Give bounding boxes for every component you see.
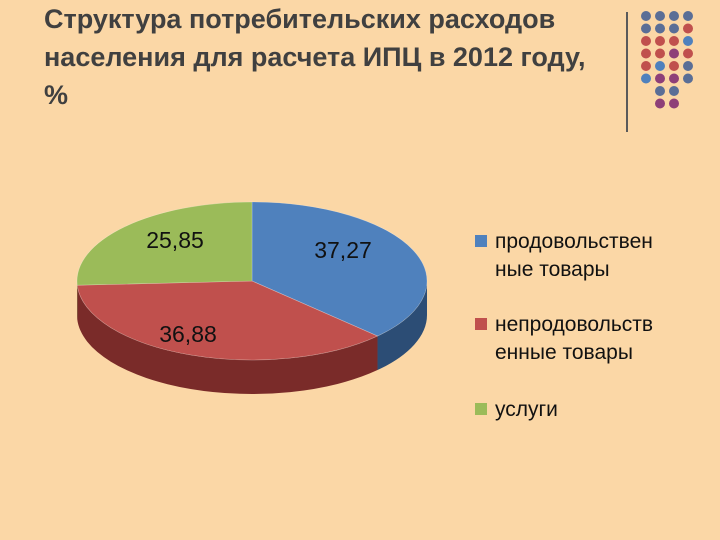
decor-dot-19 — [683, 61, 693, 71]
pie-sides — [77, 281, 427, 394]
dot-grid-decoration — [641, 11, 693, 109]
decor-dot-17 — [655, 61, 665, 71]
decor-dot-11 — [683, 36, 693, 46]
decor-dot-24 — [655, 86, 665, 96]
pie-slice-services — [76, 201, 253, 286]
legend-label-nonfood-line2: енные товары — [495, 341, 633, 364]
pie-tops — [76, 201, 428, 361]
pie-slice-food — [251, 201, 428, 337]
decor-dot-9 — [655, 36, 665, 46]
legend-swatch-food — [475, 235, 487, 247]
data-label-food: 37,27 — [314, 237, 372, 263]
pie-slice-nonfood — [76, 280, 379, 361]
decor-dot-0 — [641, 11, 651, 21]
pie-side-nonfood — [77, 285, 378, 394]
slide-title: Структура потребительских расходов насел… — [44, 4, 586, 110]
decor-dot-16 — [641, 61, 651, 71]
legend-label-nonfood-line1: непродовольств — [495, 313, 653, 336]
decor-dot-15 — [683, 48, 693, 59]
decor-dot-20 — [641, 73, 651, 84]
chart-legend: продовольствен ные товары непродовольств… — [475, 230, 653, 421]
decor-dot-3 — [683, 11, 693, 21]
decor-dot-2 — [669, 11, 679, 21]
decor-dot-21 — [655, 73, 665, 84]
decor-dot-22 — [669, 73, 679, 84]
decor-dot-27 — [669, 98, 679, 109]
pie-data-labels: 37,27 36,88 25,85 — [146, 227, 372, 347]
decor-dot-18 — [669, 61, 679, 71]
legend-swatch-services — [475, 403, 487, 415]
decor-dot-25 — [669, 86, 679, 96]
legend-label-services: услуги — [495, 398, 558, 421]
decor-dot-8 — [641, 36, 651, 46]
decor-dot-13 — [655, 48, 665, 59]
decor-dot-14 — [669, 48, 679, 59]
decor-dot-4 — [641, 23, 651, 34]
data-label-nonfood: 36,88 — [159, 321, 217, 347]
decor-dot-7 — [683, 23, 693, 34]
legend-swatch-nonfood — [475, 318, 487, 330]
legend-label-food-line1: продовольствен — [495, 230, 653, 253]
title-divider — [626, 12, 628, 132]
decor-dot-1 — [655, 11, 665, 21]
decor-dot-10 — [669, 36, 679, 46]
decor-dot-26 — [655, 98, 665, 109]
legend-label-food-line2: ные товары — [495, 258, 610, 281]
decor-dot-5 — [655, 23, 665, 34]
decor-dot-23 — [683, 73, 693, 84]
data-label-services: 25,85 — [146, 227, 204, 253]
pie-side-food — [377, 281, 427, 371]
decor-dot-6 — [669, 23, 679, 34]
decor-dot-12 — [641, 48, 651, 59]
